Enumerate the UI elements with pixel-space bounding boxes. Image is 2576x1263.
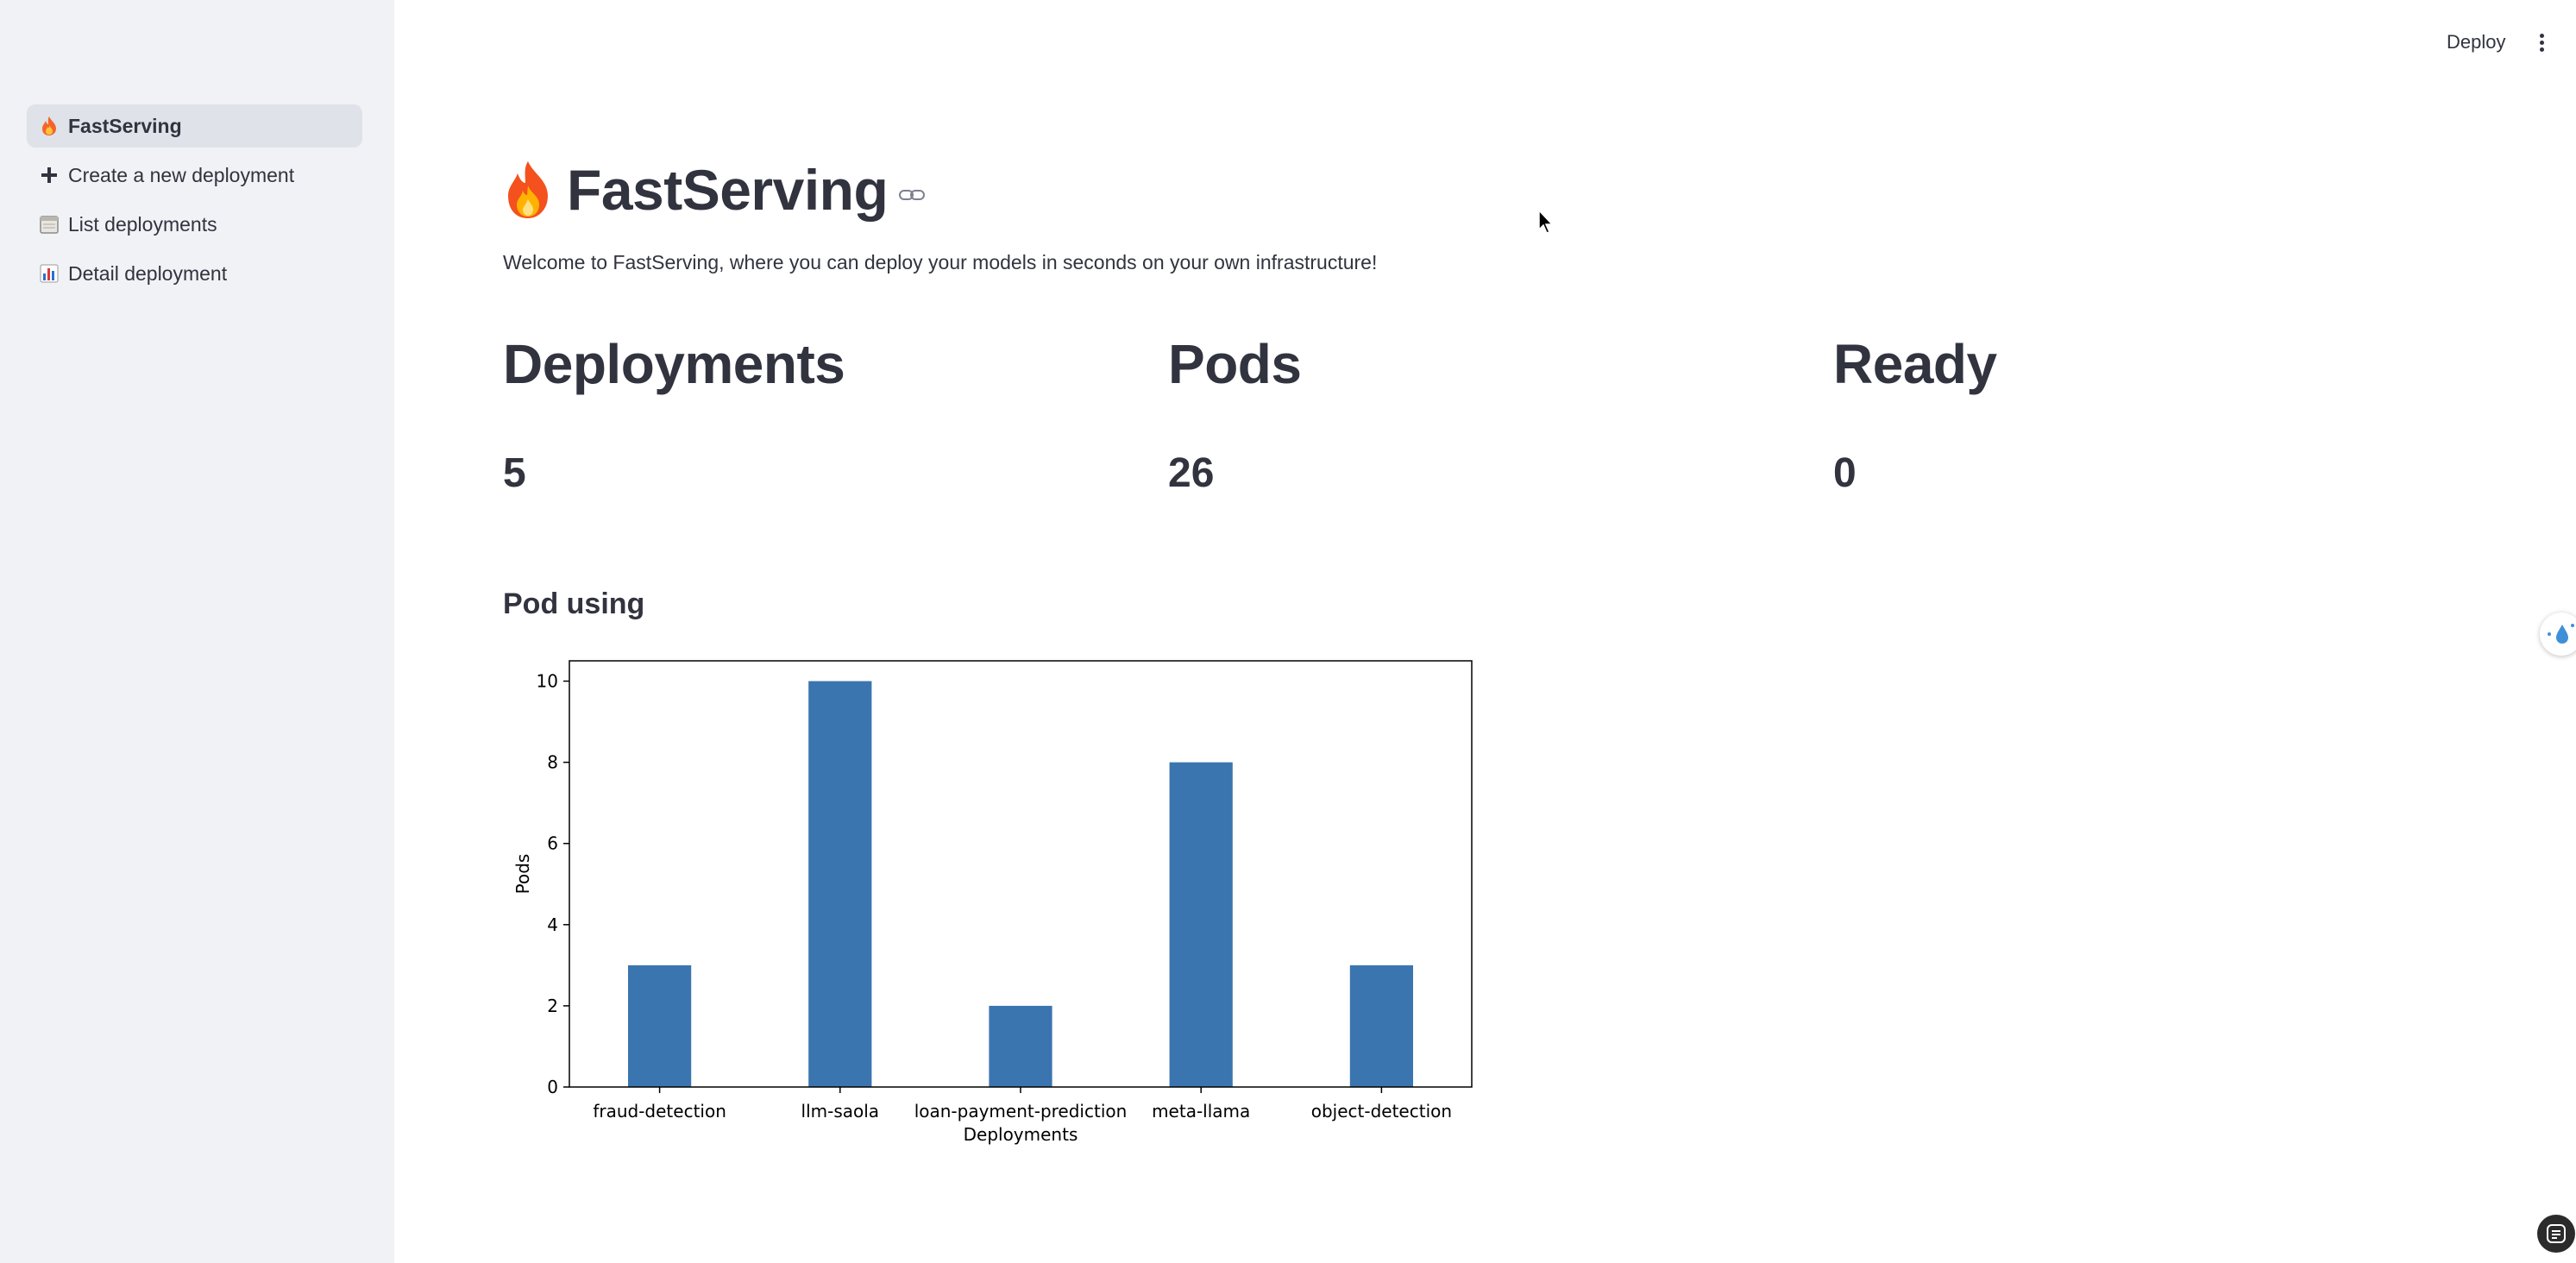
sidebar-item-create-deployment[interactable]: Create a new deployment <box>27 154 362 197</box>
sidebar-item-label: Detail deployment <box>68 261 228 285</box>
metric-value: 0 <box>1833 450 1857 496</box>
page-title-row: FastServing <box>503 154 926 226</box>
metric-ready: Ready 0 <box>1833 332 1997 496</box>
sidebar-item-detail-deployment[interactable]: Detail deployment <box>27 252 362 295</box>
x-tick-label: fraud-detection <box>593 1101 726 1122</box>
plus-icon <box>39 165 60 185</box>
pod-usage-chart: 0 2 4 6 8 10 fraud-detection llm-saola loan-paym… <box>512 660 1473 1145</box>
droplet-icon <box>2548 624 2574 644</box>
welcome-text: Welcome to FastServing, where you can de… <box>503 251 1378 273</box>
y-tick-label: 4 <box>547 914 558 935</box>
sidebar-item-fastserving[interactable]: FastServing <box>27 104 362 148</box>
sidebar: FastServing Create a new deployment List… <box>0 0 394 1263</box>
calendar-icon <box>39 214 60 235</box>
fire-icon <box>39 116 60 136</box>
assistant-widget-button[interactable] <box>2540 613 2576 656</box>
chart-bar <box>627 965 692 1087</box>
y-tick-label: 8 <box>547 752 558 773</box>
fire-icon <box>508 161 548 218</box>
chart-bar <box>808 681 872 1087</box>
metric-label: Deployments <box>503 333 845 395</box>
x-tick-label: llm-saola <box>801 1101 880 1122</box>
y-axis-label: Pods <box>512 854 533 895</box>
y-tick-label: 10 <box>537 671 558 692</box>
x-axis-label: Deployments <box>964 1124 1078 1145</box>
sidebar-item-label: List deployments <box>68 212 217 236</box>
y-tick-label: 0 <box>547 1077 558 1097</box>
sidebar-item-label: FastServing <box>68 114 182 137</box>
metric-value: 26 <box>1168 450 1215 496</box>
chart-bar <box>1169 762 1233 1087</box>
more-vertical-icon[interactable] <box>2533 31 2550 55</box>
mouse-cursor-icon <box>1538 209 1554 234</box>
chart-heading: Pod using <box>503 588 645 620</box>
x-tick-label: loan-payment-prediction <box>914 1101 1128 1122</box>
metric-deployments: Deployments 5 <box>503 332 845 496</box>
metric-pods: Pods 26 <box>1168 332 1302 496</box>
sidebar-item-list-deployments[interactable]: List deployments <box>27 203 362 246</box>
metric-label: Ready <box>1833 333 1997 395</box>
chart-bar <box>989 1005 1052 1087</box>
x-tick-label: meta-llama <box>1152 1101 1250 1122</box>
y-tick-label: 6 <box>547 833 558 854</box>
link-icon[interactable] <box>898 186 926 204</box>
sidebar-item-label: Create a new deployment <box>68 163 295 186</box>
metric-value: 5 <box>503 450 526 496</box>
metric-label: Pods <box>1168 333 1302 395</box>
deploy-button[interactable]: Deploy <box>2447 31 2506 53</box>
recording-widget-button[interactable] <box>2537 1215 2575 1253</box>
page-title: FastServing <box>567 158 889 222</box>
screen-record-icon <box>2547 1224 2566 1243</box>
chart-bar <box>1349 965 1414 1087</box>
sidebar-nav: FastServing Create a new deployment List… <box>27 104 362 301</box>
x-tick-label: object-detection <box>1311 1101 1452 1122</box>
bar-chart-icon <box>39 263 60 284</box>
y-tick-label: 2 <box>547 996 558 1016</box>
